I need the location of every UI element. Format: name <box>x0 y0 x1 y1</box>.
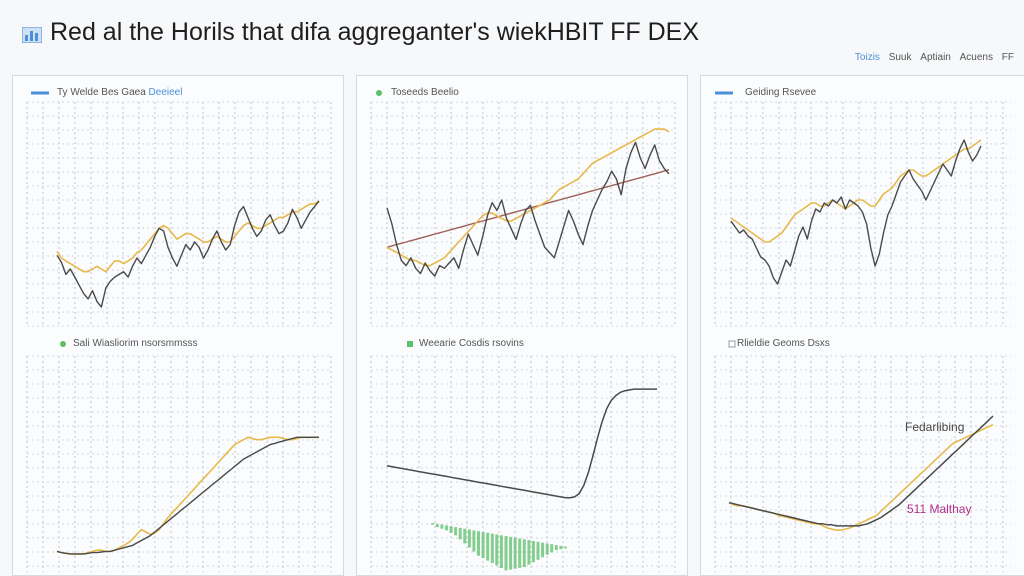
header: Red al the Horils that difa aggreganter'… <box>0 0 1024 63</box>
area-bar <box>495 534 499 566</box>
area-bar <box>518 538 522 568</box>
area-bar <box>463 528 467 544</box>
area-bar <box>467 529 471 548</box>
panel-3-bottom-legend-dot <box>728 340 736 348</box>
panel-2-bottom-legend-dot <box>407 341 413 347</box>
page-title: Red al the Horils that difa aggreganter'… <box>50 18 700 46</box>
area-bar <box>499 535 503 568</box>
area-bar <box>454 527 458 536</box>
panel-1-bottom-series-1 <box>56 436 319 555</box>
panel-3-top-grid <box>714 101 1011 327</box>
panel-1-top-label-text: Ty Welde Bes Gaea <box>57 87 146 98</box>
panel-2-bottom-area <box>431 523 567 571</box>
area-bar <box>440 524 444 529</box>
area-bar <box>445 525 448 531</box>
panel-2-legend-dot <box>376 90 382 96</box>
panel-2-svg <box>370 90 676 572</box>
area-bar <box>513 537 517 569</box>
panel-2-top-label: Toseeds Beelio <box>391 87 459 98</box>
area-bar <box>554 545 558 550</box>
panel-1-svg <box>26 91 332 572</box>
panel-3-annotation-bottom: 511 Malthay <box>907 502 972 516</box>
area-bar <box>541 542 545 558</box>
panel-1-bottom-grid <box>26 355 332 572</box>
panel-2-top-series-1 <box>386 141 670 277</box>
panel-1-bottom-series-2 <box>56 436 319 556</box>
panel-3-svg <box>714 91 1011 572</box>
panel-3-bottom-series-1 <box>728 415 994 527</box>
area-bar <box>458 527 462 540</box>
area-bar <box>431 523 435 525</box>
area-bar <box>481 532 485 559</box>
area-bar <box>449 526 453 533</box>
area-bar <box>509 536 513 570</box>
chart-panel-1: Ty Welde Bes Gaea Deeieel Sali Wiasliori… <box>12 75 344 576</box>
area-bar <box>490 533 494 563</box>
panel-1-top-grid <box>26 101 332 327</box>
chart-panel-3: Geiding Rsevee Rlieldie Geoms Dsxs Fedar… <box>700 75 1024 576</box>
panel-3-top-series-1 <box>730 139 982 285</box>
legend-item-0[interactable]: Toizis <box>854 52 880 63</box>
panel-3-annotation-top: Fedarlibing <box>905 420 965 434</box>
area-bar <box>527 540 531 565</box>
area-bar <box>486 532 490 561</box>
panel-1-top-series-2 <box>56 200 320 273</box>
legend-item-4[interactable]: FF <box>1001 52 1014 63</box>
panel-1-bottom-label: Sali Wiasliorim nsorsmmsss <box>73 338 198 349</box>
area-bar <box>545 543 549 555</box>
area-bar <box>435 523 439 528</box>
chart-panel-2: Toseeds Beelio Weearie Cosdis rsovins <box>356 75 688 576</box>
panel-2-top-series-2 <box>386 128 670 267</box>
panel-3-bottom-label: Rlieldie Geoms Dsxs <box>737 338 830 349</box>
panel-1-bottom-legend-dot <box>60 341 66 347</box>
chart-icon <box>22 27 42 43</box>
area-bar <box>531 541 535 563</box>
panel-3-top-label: Geiding Rsevee <box>745 87 817 98</box>
legend-item-1[interactable]: Suuk <box>888 52 912 63</box>
area-bar <box>559 545 563 550</box>
panel-3-bottom-grid <box>714 355 1011 572</box>
area-bar <box>522 539 526 568</box>
legend-item-3[interactable]: Acuens <box>959 52 993 63</box>
legend-item-2[interactable]: Aptiain <box>920 52 951 63</box>
panel-1-top-label: Ty Welde Bes Gaea Deeieel <box>57 87 182 98</box>
area-bar <box>472 530 476 552</box>
panel-2-bottom-series-1 <box>386 388 657 499</box>
top-legend: Toizis Suuk Aptiain Acuens FF <box>849 52 1014 63</box>
panel-1-top-label-extra: Deeieel <box>148 87 183 98</box>
panel-1-top-series-1 <box>56 200 320 308</box>
area-bar <box>550 544 554 553</box>
area-bar <box>504 536 508 571</box>
panel-2-bottom-label: Weearie Cosdis rsovins <box>419 338 524 349</box>
panel-3-top-series-2 <box>730 139 982 243</box>
area-bar <box>477 531 480 556</box>
area-bar <box>536 541 540 560</box>
panel-2-bottom-grid <box>370 355 676 572</box>
area-bar <box>564 546 567 549</box>
